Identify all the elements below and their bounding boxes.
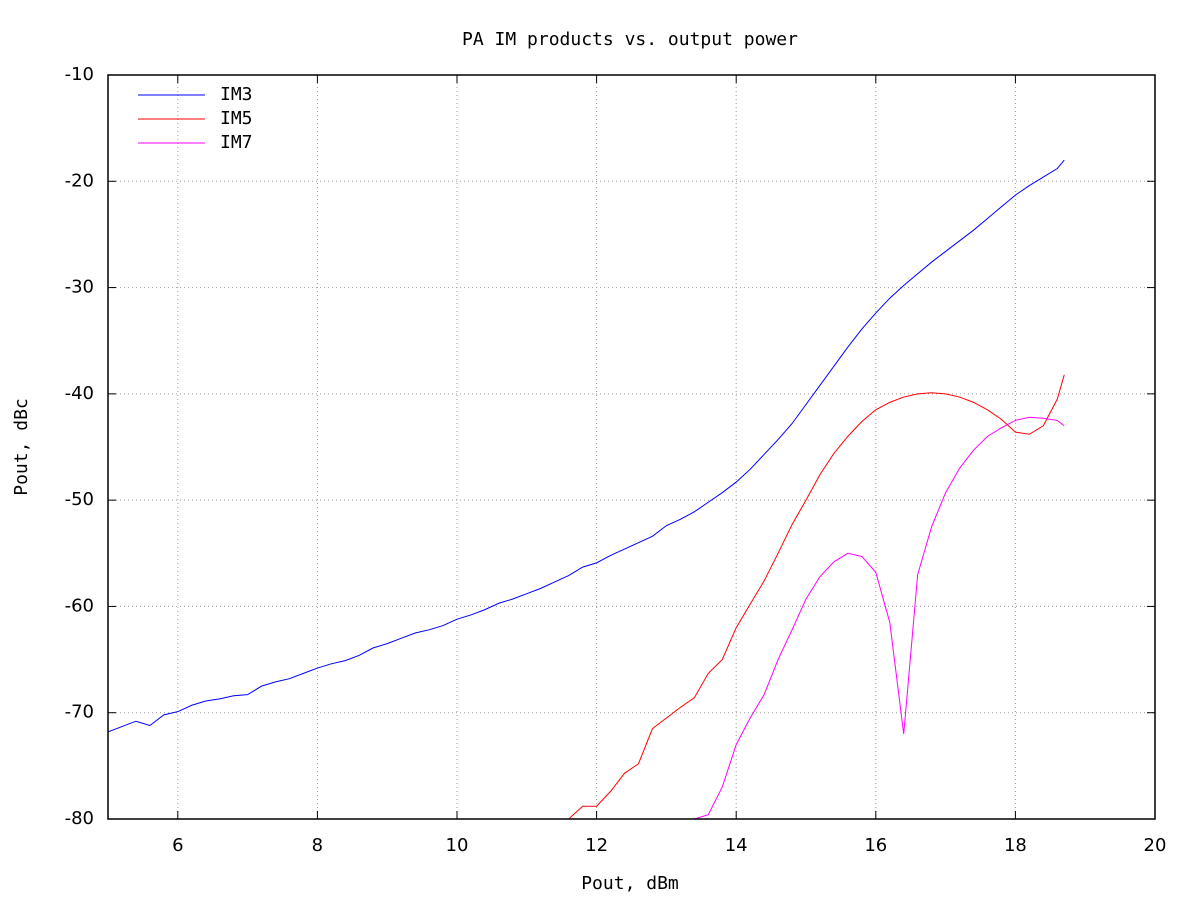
plot-frame bbox=[107, 74, 1156, 820]
y-tick-label: -20 bbox=[65, 170, 94, 191]
legend-label: IM3 bbox=[220, 84, 253, 105]
y-tick-label: -70 bbox=[65, 702, 94, 723]
series-line bbox=[108, 159, 1065, 733]
y-tick-label: -30 bbox=[65, 277, 94, 298]
y-tick-label: -10 bbox=[65, 64, 94, 85]
y-tick-label: -60 bbox=[65, 595, 94, 616]
x-tick-label: 12 bbox=[585, 835, 608, 856]
x-tick-label: 8 bbox=[312, 835, 323, 856]
series-line bbox=[694, 416, 1065, 819]
y-tick-label: -50 bbox=[65, 489, 94, 510]
x-axis-label: Pout, dBm bbox=[581, 873, 679, 894]
x-tick-label: 6 bbox=[172, 835, 183, 856]
y-tick-label: -40 bbox=[65, 383, 94, 404]
x-tick-label: 16 bbox=[864, 835, 887, 856]
chart-title: PA IM products vs. output power bbox=[462, 29, 798, 50]
x-tick-label: 18 bbox=[1004, 835, 1027, 856]
x-tick-label: 14 bbox=[725, 835, 748, 856]
plot-area bbox=[108, 159, 1065, 819]
series-line bbox=[568, 374, 1065, 819]
legend-label: IM7 bbox=[220, 132, 253, 153]
y-axis-label: Pout, dBc bbox=[11, 398, 32, 496]
y-tick-label: -80 bbox=[65, 808, 94, 829]
x-tick-label: 20 bbox=[1144, 835, 1167, 856]
legend-label: IM5 bbox=[220, 108, 253, 129]
x-tick-label: 10 bbox=[446, 835, 469, 856]
